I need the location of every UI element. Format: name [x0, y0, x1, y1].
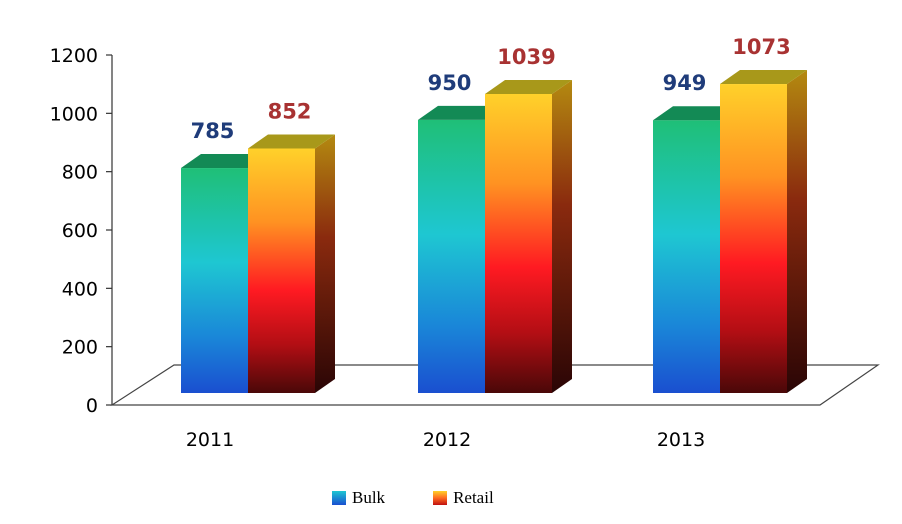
- bar-retail-2011: [248, 148, 315, 393]
- data-label-retail-2011: 852: [268, 100, 312, 124]
- bar-retail-2012: [485, 93, 552, 393]
- y-tick-label: 0: [86, 395, 98, 417]
- bar-top-retail-2013: [720, 70, 807, 85]
- labels-layer: 785 852 950 1039 949 1073: [191, 35, 791, 143]
- y-tick-label: 600: [62, 220, 98, 242]
- data-label-bulk-2011: 785: [191, 119, 235, 143]
- legend-swatch-retail: [433, 491, 448, 505]
- bar-top-retail-2011: [248, 134, 335, 149]
- bars-layer: [181, 70, 807, 394]
- legend-label-retail: Retail: [453, 488, 494, 507]
- y-tick-label: 1000: [50, 103, 98, 125]
- data-label-bulk-2012: 950: [428, 71, 472, 95]
- bar-side-retail-2011: [315, 134, 335, 393]
- x-tick-label: 2012: [423, 429, 471, 451]
- bar-bulk-2012: [418, 119, 485, 394]
- chart-floor: [109, 364, 880, 406]
- y-tick-label: 400: [62, 278, 98, 300]
- legend-swatch-bulk: [332, 491, 346, 505]
- bar-side-retail-2012: [552, 79, 572, 393]
- y-tick-label: 800: [62, 162, 98, 184]
- bar-retail-2013: [720, 84, 787, 394]
- data-label-bulk-2013: 949: [663, 71, 707, 95]
- bar-top-bulk-2011: [181, 154, 268, 169]
- data-label-retail-2012: 1039: [497, 45, 555, 69]
- y-tick-label: 200: [62, 337, 98, 359]
- bar-bulk-2011: [181, 168, 248, 393]
- legend-item-bulk: Bulk: [332, 488, 385, 508]
- y-tick-label: 1200: [50, 45, 98, 67]
- data-label-retail-2013: 1073: [732, 35, 790, 59]
- bar-top-retail-2012: [485, 79, 572, 94]
- bar-top-bulk-2013: [653, 106, 740, 121]
- bar-side-retail-2013: [787, 70, 807, 394]
- legend-item-retail: Retail: [433, 488, 494, 508]
- bar-bulk-2013: [653, 120, 720, 393]
- legend: Bulk Retail: [332, 488, 542, 508]
- x-tick-label: 2013: [657, 429, 705, 451]
- legend-label-bulk: Bulk: [352, 488, 386, 507]
- bar-top-bulk-2012: [418, 105, 505, 120]
- axis-layer: 0 200 400 600 800 1000 1200 2011 2012 2013: [50, 45, 880, 451]
- x-tick-label: 2011: [186, 429, 234, 451]
